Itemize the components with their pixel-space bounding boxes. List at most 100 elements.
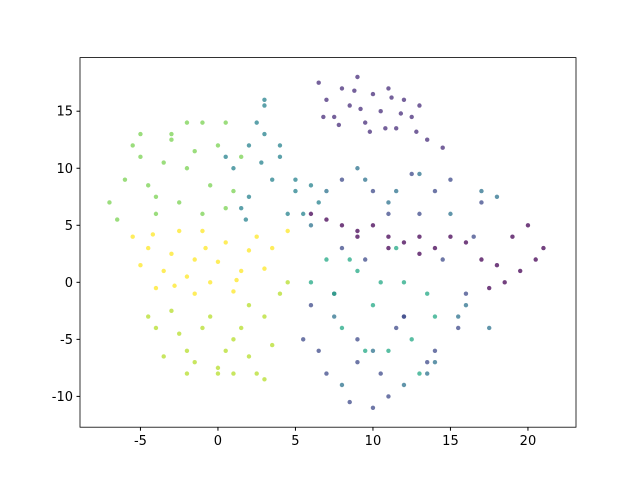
point [246, 354, 252, 359]
point [293, 188, 298, 194]
point [479, 200, 484, 205]
point [285, 228, 290, 234]
point [347, 103, 352, 108]
point [355, 337, 360, 342]
point [363, 120, 368, 125]
point [425, 359, 430, 365]
point [389, 95, 394, 100]
point [479, 188, 484, 194]
point [184, 166, 190, 171]
point [358, 106, 363, 112]
point [316, 348, 321, 353]
point [386, 245, 391, 251]
point [254, 234, 259, 239]
point [363, 257, 368, 262]
point [184, 348, 190, 353]
point [347, 257, 352, 262]
point [463, 240, 469, 245]
point [425, 137, 430, 142]
point [324, 97, 329, 103]
point [324, 371, 329, 376]
point [448, 177, 453, 182]
point [277, 154, 283, 160]
point [463, 302, 469, 308]
y-tick-label: 0 [65, 276, 73, 291]
point [339, 177, 345, 182]
point [394, 325, 399, 331]
point [355, 234, 360, 239]
point [417, 371, 422, 376]
point [363, 177, 368, 182]
point [432, 348, 438, 353]
point [153, 194, 159, 199]
point [370, 223, 376, 228]
point [401, 314, 407, 319]
point [308, 302, 314, 308]
x-tick-label: -5 [134, 434, 147, 449]
point [277, 291, 283, 296]
point [355, 166, 360, 171]
point [510, 234, 515, 239]
point [417, 171, 422, 177]
point [146, 314, 151, 319]
x-tick-label: 20 [520, 434, 537, 449]
point [177, 228, 182, 234]
point [153, 285, 159, 291]
point [386, 234, 391, 239]
point [471, 234, 476, 239]
point [494, 263, 500, 268]
point [332, 114, 337, 120]
point [285, 280, 290, 285]
point [316, 200, 321, 205]
point [494, 194, 500, 199]
y-tick-label: 10 [56, 162, 73, 177]
point [231, 166, 236, 171]
point [352, 88, 357, 93]
point [215, 371, 221, 376]
point [409, 337, 414, 342]
point [339, 382, 345, 388]
point [231, 337, 236, 342]
point [456, 314, 461, 319]
point [200, 228, 205, 234]
point [308, 280, 314, 285]
point [223, 154, 228, 160]
point [370, 188, 376, 194]
point [246, 194, 252, 199]
point [161, 160, 166, 165]
point [440, 145, 445, 150]
x-tick-label: 0 [214, 434, 222, 449]
x-tick-label: 10 [365, 434, 382, 449]
point [432, 245, 438, 251]
point [270, 245, 275, 251]
point [239, 205, 244, 211]
point [234, 277, 239, 283]
point [270, 177, 275, 182]
point [169, 251, 174, 257]
point [184, 371, 190, 376]
point [370, 302, 376, 308]
point [339, 223, 345, 228]
point [231, 289, 236, 294]
point [177, 200, 182, 205]
point [215, 365, 221, 371]
point [401, 382, 407, 388]
point [370, 348, 376, 353]
point [270, 342, 275, 348]
point [386, 348, 391, 353]
point [502, 280, 507, 285]
point [192, 148, 197, 154]
point [192, 257, 197, 262]
point [355, 359, 360, 365]
point [533, 257, 538, 262]
point [448, 234, 453, 239]
point [456, 325, 461, 331]
point [386, 86, 391, 91]
point [107, 200, 112, 205]
point [262, 377, 267, 382]
point [487, 325, 492, 331]
point [215, 259, 221, 264]
point [432, 359, 438, 365]
point [417, 234, 422, 239]
point [138, 263, 143, 268]
